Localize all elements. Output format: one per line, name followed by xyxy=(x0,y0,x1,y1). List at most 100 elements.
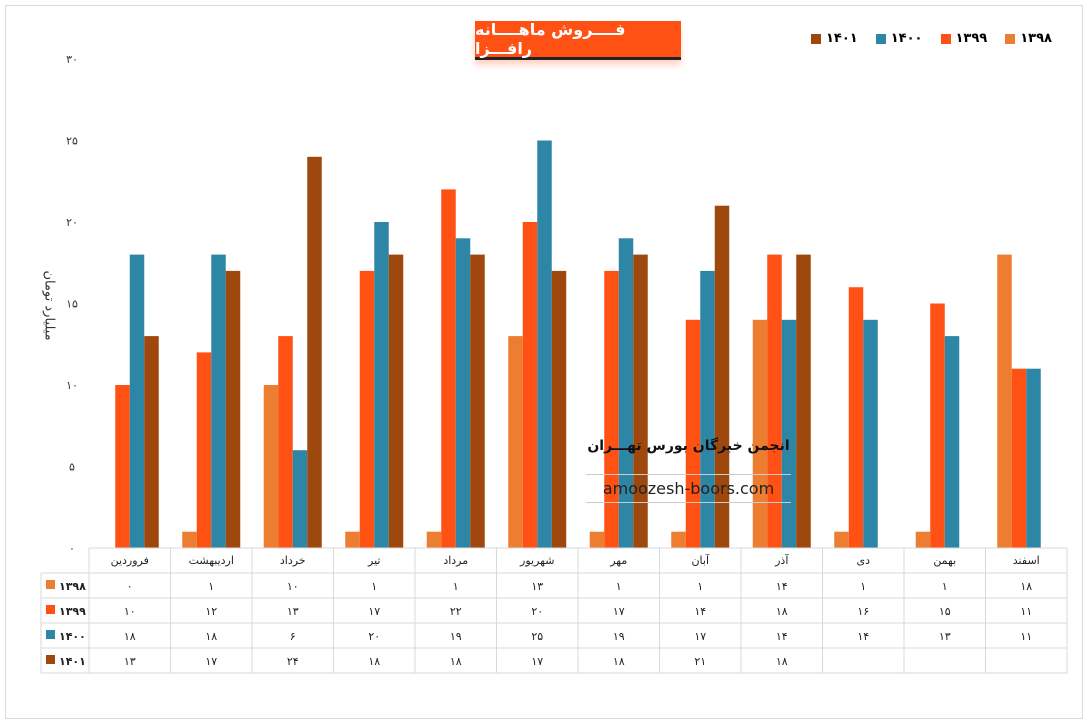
bar-۱۴۰۱ xyxy=(551,270,567,548)
y-tick-label: ۳۰ xyxy=(66,53,78,66)
bar-۱۴۰۰ xyxy=(211,254,226,548)
y-tick-label: ۱۵ xyxy=(66,298,78,311)
bar-۱۳۹۸ xyxy=(426,531,442,548)
bar-۱۳۹۹ xyxy=(930,303,945,548)
table-cell-value: ۲۲ xyxy=(450,605,462,618)
bar-۱۴۰۰ xyxy=(863,319,878,548)
bar-۱۳۹۹ xyxy=(604,270,619,548)
legend-label: ۱۳۹۸ xyxy=(1020,31,1052,46)
bar-۱۳۹۹ xyxy=(441,189,456,548)
table-cell-value: ۱۷ xyxy=(205,655,217,668)
bar-۱۴۰۱ xyxy=(470,254,485,548)
bar-۱۴۰۱ xyxy=(144,336,159,548)
table-cell-value: ۱۸ xyxy=(613,655,625,668)
category-label: آذر xyxy=(774,553,789,567)
legend-swatch xyxy=(940,33,951,44)
chart-title: فــــروش ماهــــانه رافـــزا xyxy=(475,20,681,58)
table-legend-key xyxy=(46,630,55,639)
table-series-label: ۱۳۹۹ xyxy=(59,605,86,618)
table-series-label: ۱۴۰۱ xyxy=(59,655,86,668)
table-cell-value: ۱۴ xyxy=(776,580,788,593)
watermark-url: amoozesh-boors.com xyxy=(586,474,791,503)
bar-۱۳۹۸ xyxy=(589,531,605,548)
legend-swatch xyxy=(1005,33,1016,44)
category-label: فروردین xyxy=(111,554,149,567)
bar-۱۴۰۰ xyxy=(781,319,797,548)
table-cell-value: ۱۸ xyxy=(1020,580,1032,593)
table-cell-value: ۱۸ xyxy=(205,630,217,643)
table-cell-value: ۱۳ xyxy=(287,605,299,618)
legend-item: ۱۴۰۱ xyxy=(811,31,858,46)
bar-۱۴۰۰ xyxy=(700,270,715,548)
table-cell-value: ۱۰ xyxy=(124,605,136,618)
table-cell-value: ۱ xyxy=(371,580,377,593)
legend-item: ۱۳۹۸ xyxy=(1005,31,1052,46)
table-cell-value: ۲۰ xyxy=(368,630,380,643)
y-tick-label: ۱۰ xyxy=(66,379,78,392)
bar-۱۴۰۰ xyxy=(618,238,634,549)
table-series-label: ۱۳۹۸ xyxy=(59,580,86,593)
table-cell-value: ۲۴ xyxy=(287,655,299,668)
legend-item: ۱۴۰۰ xyxy=(875,31,923,46)
bar-۱۳۹۹ xyxy=(848,287,864,548)
table-cell-value: ۱۹ xyxy=(450,630,462,643)
category-label: تیر xyxy=(367,554,380,567)
table-cell-value: ۱۳ xyxy=(124,655,136,668)
legend-label: ۱۴۰۱ xyxy=(826,31,858,46)
legend: ۱۴۰۱ ۱۴۰۰ ۱۳۹۹ ۱۳۹۸ xyxy=(811,31,1052,46)
table-cell-value: ۱۸ xyxy=(450,655,462,668)
legend-swatch xyxy=(875,33,886,44)
table-cell-value: ۱۷ xyxy=(694,630,706,643)
table-legend-key xyxy=(46,605,55,614)
bar-۱۳۹۹ xyxy=(685,319,701,548)
category-label: خرداد xyxy=(280,554,306,567)
legend-label: ۱۴۰۰ xyxy=(890,31,923,46)
table-cell-value: ۱۳ xyxy=(531,580,543,593)
table-cell-value: ۱ xyxy=(616,580,622,593)
bar-۱۴۰۰ xyxy=(944,336,960,548)
bar-۱۴۰۱ xyxy=(307,156,322,549)
y-tick-label: ۲۵ xyxy=(66,135,78,148)
table-cell-value: ۰ xyxy=(127,580,133,593)
bar-۱۳۹۹ xyxy=(767,254,782,548)
bar-۱۴۰۰ xyxy=(374,222,389,548)
bar-۱۳۹۸ xyxy=(915,531,931,548)
category-label: مهر xyxy=(609,554,627,567)
bar-۱۴۰۱ xyxy=(633,254,648,548)
table-cell-value: ۱۳ xyxy=(939,630,951,643)
y-tick-label: ۲۰ xyxy=(66,216,78,229)
bar-۱۳۹۹ xyxy=(522,222,538,548)
bar-۱۳۹۸ xyxy=(752,319,768,548)
bar-۱۳۹۹ xyxy=(359,270,375,548)
table-cell-value: ۱۸ xyxy=(124,630,136,643)
bar-۱۴۰۱ xyxy=(388,254,404,548)
category-label: شهریور xyxy=(519,554,554,567)
bar-۱۳۹۸ xyxy=(508,336,523,548)
bar-۱۴۰۰ xyxy=(129,254,145,548)
legend-swatch xyxy=(811,33,821,44)
bar-۱۳۹۹ xyxy=(1011,368,1027,548)
table-cell-value: ۱۶ xyxy=(857,605,869,618)
bar-۱۴۰۰ xyxy=(292,450,308,548)
table-cell-value: ۱۹ xyxy=(613,630,625,643)
table-legend-key xyxy=(46,655,55,664)
bar-۱۳۹۸ xyxy=(345,531,360,548)
table-cell-value: ۲۰ xyxy=(531,605,543,618)
chart-frame: فــــروش ماهــــانه رافـــزا ۱۴۰۱ ۱۴۰۰ ۱۳۹… xyxy=(5,5,1083,719)
bar-۱۴۰۱ xyxy=(796,254,811,548)
bar-۱۴۰۰ xyxy=(1026,368,1041,548)
y-tick-label: ۰ xyxy=(69,542,75,555)
bar-۱۴۰۱ xyxy=(714,205,730,548)
table-cell-value: ۱۴ xyxy=(694,605,706,618)
table-cell-value: ۱۴ xyxy=(776,630,788,643)
table-cell-value: ۱ xyxy=(208,580,214,593)
bar-۱۳۹۸ xyxy=(182,531,197,548)
table-cell-value: ۱۷ xyxy=(531,655,543,668)
bar-۱۳۹۹ xyxy=(115,385,130,548)
table-cell-value: ۱۴ xyxy=(857,630,869,643)
table-cell-value: ۱۲ xyxy=(205,605,217,618)
table-cell-value: ۱۵ xyxy=(939,605,951,618)
table-cell-value: ۱ xyxy=(453,580,459,593)
category-label: مرداد xyxy=(443,554,468,567)
table-cell-value: ۲۵ xyxy=(531,630,543,643)
